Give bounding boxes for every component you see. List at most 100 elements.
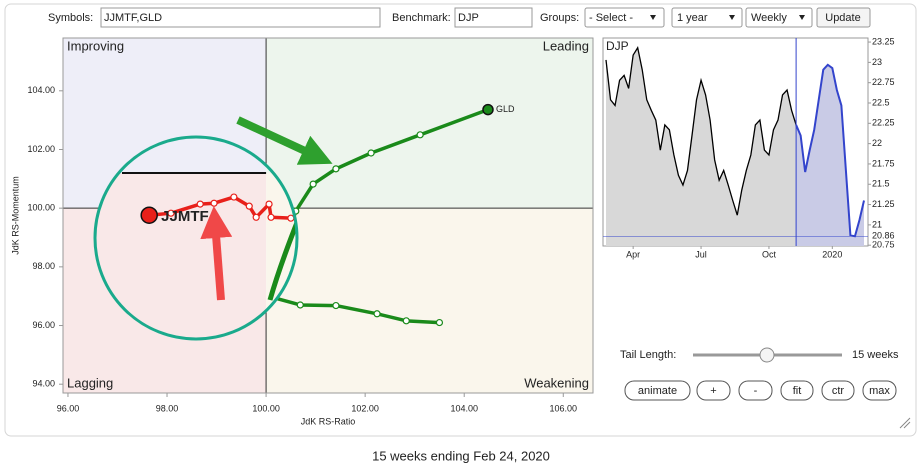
- chart-title: DJP: [606, 39, 629, 53]
- y-axis-label: JdK RS-Momentum: [10, 176, 20, 255]
- benchmark-label: Benchmark:: [392, 12, 451, 24]
- tail-line: [149, 195, 291, 220]
- x-tick-label: 100.00: [252, 403, 280, 413]
- footer: 15 weeks ending Feb 24, 2020: [372, 448, 550, 463]
- button-label[interactable]: -: [754, 385, 758, 397]
- tail-label: Tail Length:: [620, 349, 676, 361]
- button-label[interactable]: fit: [793, 385, 802, 397]
- tail-point: [373, 310, 381, 318]
- dropdown-arrow: [799, 15, 805, 20]
- price-line: [795, 63, 865, 238]
- slider-thumb[interactable]: [759, 347, 775, 363]
- x-axis-label: JdK RS-Ratio: [301, 416, 356, 426]
- area: [606, 47, 797, 246]
- button[interactable]: [780, 380, 814, 401]
- y-tick-label: 98.00: [32, 261, 55, 271]
- update-label[interactable]: Update: [825, 12, 860, 24]
- tail-point: [309, 180, 317, 188]
- dropdown-arrow: [729, 15, 735, 20]
- symbols-label: Symbols:: [48, 12, 93, 24]
- series-label: GLD: [496, 104, 515, 114]
- tail-point: [416, 131, 424, 139]
- button[interactable]: [862, 380, 897, 401]
- green-arrow: [236, 116, 333, 165]
- button[interactable]: [624, 380, 691, 401]
- y-tick-label: 21.5: [872, 179, 890, 189]
- quadrant-label: Leading: [543, 38, 589, 53]
- tail-point: [296, 301, 304, 309]
- button-label[interactable]: animate: [638, 385, 677, 397]
- resize-grip: [899, 417, 911, 429]
- y-tick-label: 23: [872, 57, 882, 67]
- button[interactable]: [696, 380, 731, 401]
- benchmark-value[interactable]: DJP: [458, 12, 479, 24]
- tail-point: [332, 301, 340, 310]
- period-value[interactable]: 1 year: [677, 12, 708, 24]
- y-tick-label: 21.75: [872, 158, 895, 168]
- quadrant-label: Lagging: [67, 375, 113, 390]
- button[interactable]: [821, 380, 855, 401]
- head-point: [482, 103, 494, 116]
- y-tick-label: 21.25: [872, 199, 895, 209]
- y-tick-label: 104.00: [27, 85, 55, 95]
- y-tick-label: 102.00: [27, 144, 55, 154]
- tail-point: [167, 209, 175, 217]
- y-tick-label: 94.00: [32, 379, 55, 389]
- y-tick-label: 22.75: [872, 77, 895, 87]
- plot-frame: [62, 37, 594, 394]
- period-select[interactable]: [671, 7, 743, 28]
- benchmark-input[interactable]: [454, 7, 533, 28]
- x-tick-label: Oct: [762, 249, 777, 259]
- button-label[interactable]: +: [710, 385, 716, 397]
- x-tick-label: Jul: [695, 249, 707, 259]
- x-tick-label: 104.00: [450, 403, 478, 413]
- tail-point: [332, 165, 340, 173]
- head-point: [140, 206, 158, 224]
- series-label: JJMTF: [161, 208, 209, 225]
- groups-select[interactable]: [584, 7, 665, 28]
- rrg-chart: Improving Leading Lagging Weakening 96.00 98.…: [10, 37, 594, 426]
- controls: Tail Length: 15 weeks animate + - fit ctr max: [620, 347, 899, 401]
- button-label[interactable]: max: [869, 385, 890, 397]
- x-tick-label: 106.00: [550, 403, 578, 413]
- y-tick-label: 22.5: [872, 97, 890, 107]
- button[interactable]: [738, 380, 773, 401]
- y-tick-label: 22: [872, 138, 882, 148]
- x-tick-label: 2020: [822, 249, 842, 259]
- y-tick-label: 96.00: [32, 320, 55, 330]
- symbols-input[interactable]: [100, 7, 381, 28]
- inset-curve: [267, 214, 296, 301]
- current-badge: [869, 231, 899, 242]
- price-line: [605, 46, 797, 216]
- y-tick-label: 23.25: [872, 36, 895, 46]
- tail-point: [230, 193, 238, 201]
- button-label[interactable]: ctr: [832, 385, 845, 397]
- x-tick-label: 96.00: [57, 403, 80, 413]
- tail-point: [265, 200, 273, 208]
- y-tick-label: 20.75: [872, 240, 895, 250]
- tail-point: [367, 149, 375, 157]
- tail-point: [402, 317, 410, 325]
- tail-point: [435, 318, 444, 327]
- dropdown-arrow: [650, 15, 656, 20]
- y-tick-label: 22.25: [872, 118, 895, 128]
- interval-select[interactable]: [745, 7, 813, 28]
- quadrant-label: Weakening: [524, 375, 589, 390]
- quadrant-label: Improving: [67, 38, 124, 53]
- update-button[interactable]: [816, 7, 871, 28]
- tail-value: 15 weeks: [852, 349, 899, 361]
- interval-value[interactable]: Weekly: [751, 12, 787, 24]
- benchmark-chart: DJP 23.25 23 22.75 22.5 22.25 22 21.75 21.5 21.25…: [602, 36, 899, 259]
- symbols-value[interactable]: JJMTF,GLD: [104, 12, 162, 24]
- x-tick-label: 102.00: [351, 403, 379, 413]
- tail-point: [267, 213, 275, 221]
- quadrant: [266, 208, 593, 393]
- tail-point: [252, 213, 260, 221]
- tail-point: [287, 214, 295, 222]
- x-tick-label: 98.00: [156, 403, 179, 413]
- y-tick-label: 21: [872, 219, 882, 229]
- tail-point: [245, 202, 253, 210]
- groups-value[interactable]: - Select -: [589, 12, 633, 24]
- x-tick-label: Apr: [626, 249, 640, 259]
